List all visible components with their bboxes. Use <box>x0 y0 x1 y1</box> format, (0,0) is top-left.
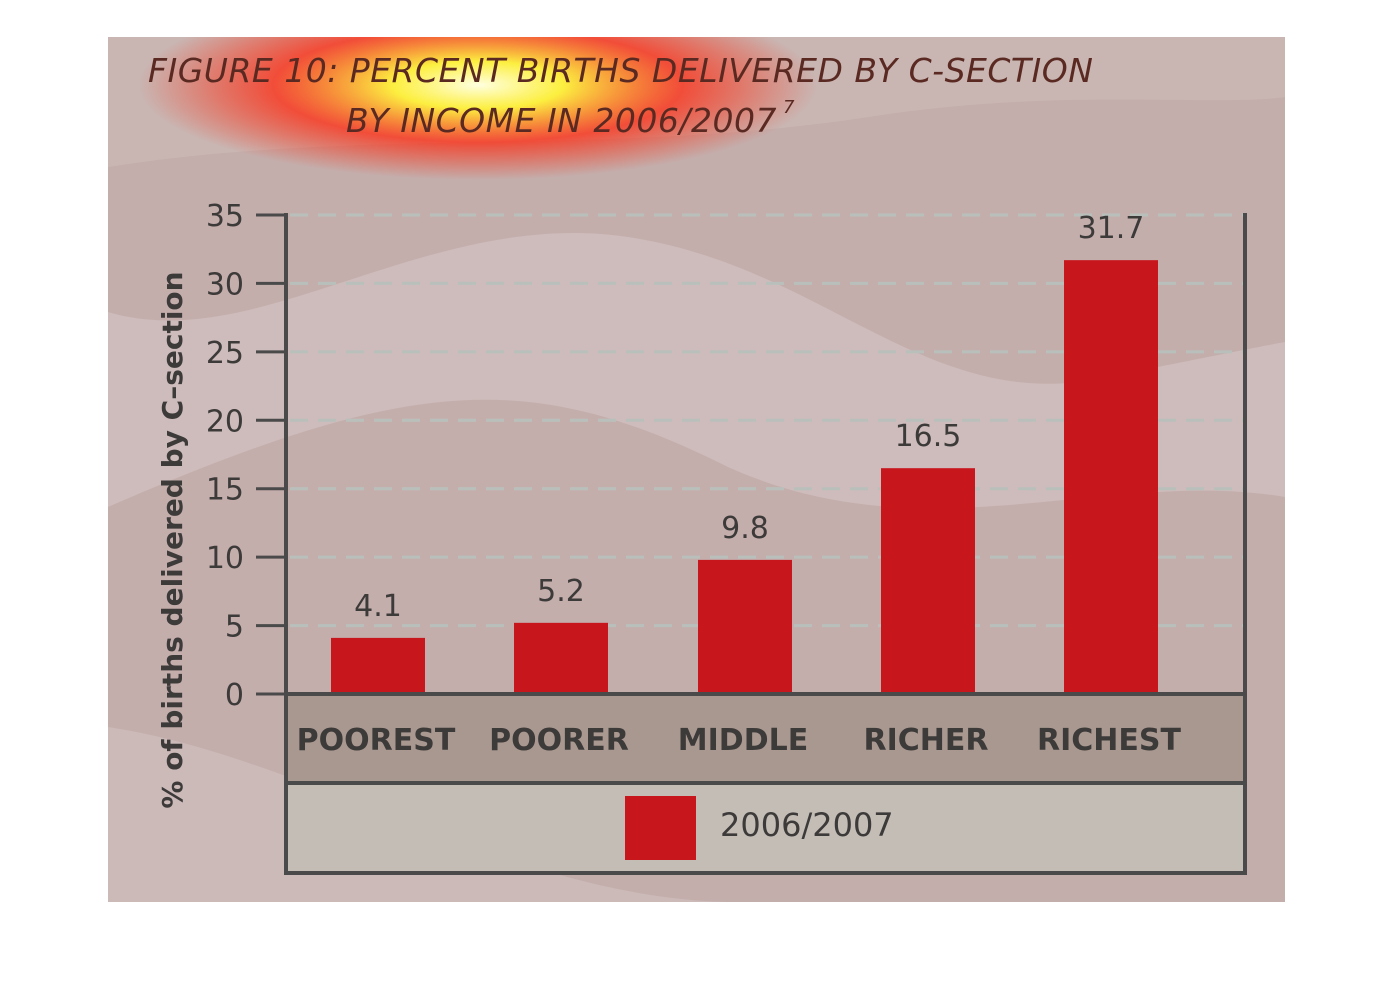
legend-label: 2006/2007 <box>720 806 894 844</box>
category-label: RICHEST <box>1037 723 1181 758</box>
plot-frame <box>284 213 1247 875</box>
category-band <box>286 694 1245 783</box>
category-label: RICHER <box>864 723 989 758</box>
legend: 2006/2007 <box>625 796 894 860</box>
bar-middle <box>698 559 792 694</box>
legend-swatch <box>625 796 696 860</box>
y-tick-label: 10 <box>206 541 244 576</box>
bar-richer <box>881 468 975 694</box>
bar-chart: 0 5 10 15 20 25 30 35 4.1 POOREST 5.2 POORER 9.8 MID… <box>156 199 1247 875</box>
category-label: MIDDLE <box>678 723 808 758</box>
y-tick-label: 35 <box>206 199 244 234</box>
y-axis-ticks: 0 5 10 15 20 25 30 35 <box>206 199 286 713</box>
legend-band <box>286 783 1245 873</box>
title-footnote: 7 <box>782 97 795 118</box>
data-label: 4.1 <box>354 589 402 624</box>
bar-richest <box>1064 260 1158 694</box>
y-tick-label: 20 <box>206 404 244 439</box>
y-tick-label: 15 <box>206 473 244 508</box>
y-axis-label: % of births delivered by C–section <box>156 271 189 808</box>
y-tick-label: 5 <box>225 610 244 645</box>
bar-poorest <box>331 637 425 694</box>
data-label: 16.5 <box>895 419 962 454</box>
chart-figure: FIGURE 10: PERCENT BIRTHS DELIVERED BY C… <box>108 37 1285 902</box>
chart-title-line1: FIGURE 10: PERCENT BIRTHS DELIVERED BY C… <box>148 51 1094 90</box>
y-tick-label: 25 <box>206 336 244 371</box>
data-label: 5.2 <box>537 574 585 609</box>
category-label: POOREST <box>297 723 456 758</box>
category-label: POORER <box>489 723 629 758</box>
bars: 4.1 POOREST 5.2 POORER 9.8 MIDDLE 16.5 RICHER 31… <box>297 211 1182 758</box>
bar-poorer <box>514 622 608 694</box>
chart-title-line2: BY INCOME IN 2006/2007 7 <box>346 97 795 140</box>
y-tick-label: 30 <box>206 267 244 302</box>
chart-title-text: BY INCOME IN 2006/2007 <box>346 101 777 140</box>
data-label: 9.8 <box>721 511 769 546</box>
data-label: 31.7 <box>1078 211 1145 246</box>
y-tick-label: 0 <box>225 678 244 713</box>
